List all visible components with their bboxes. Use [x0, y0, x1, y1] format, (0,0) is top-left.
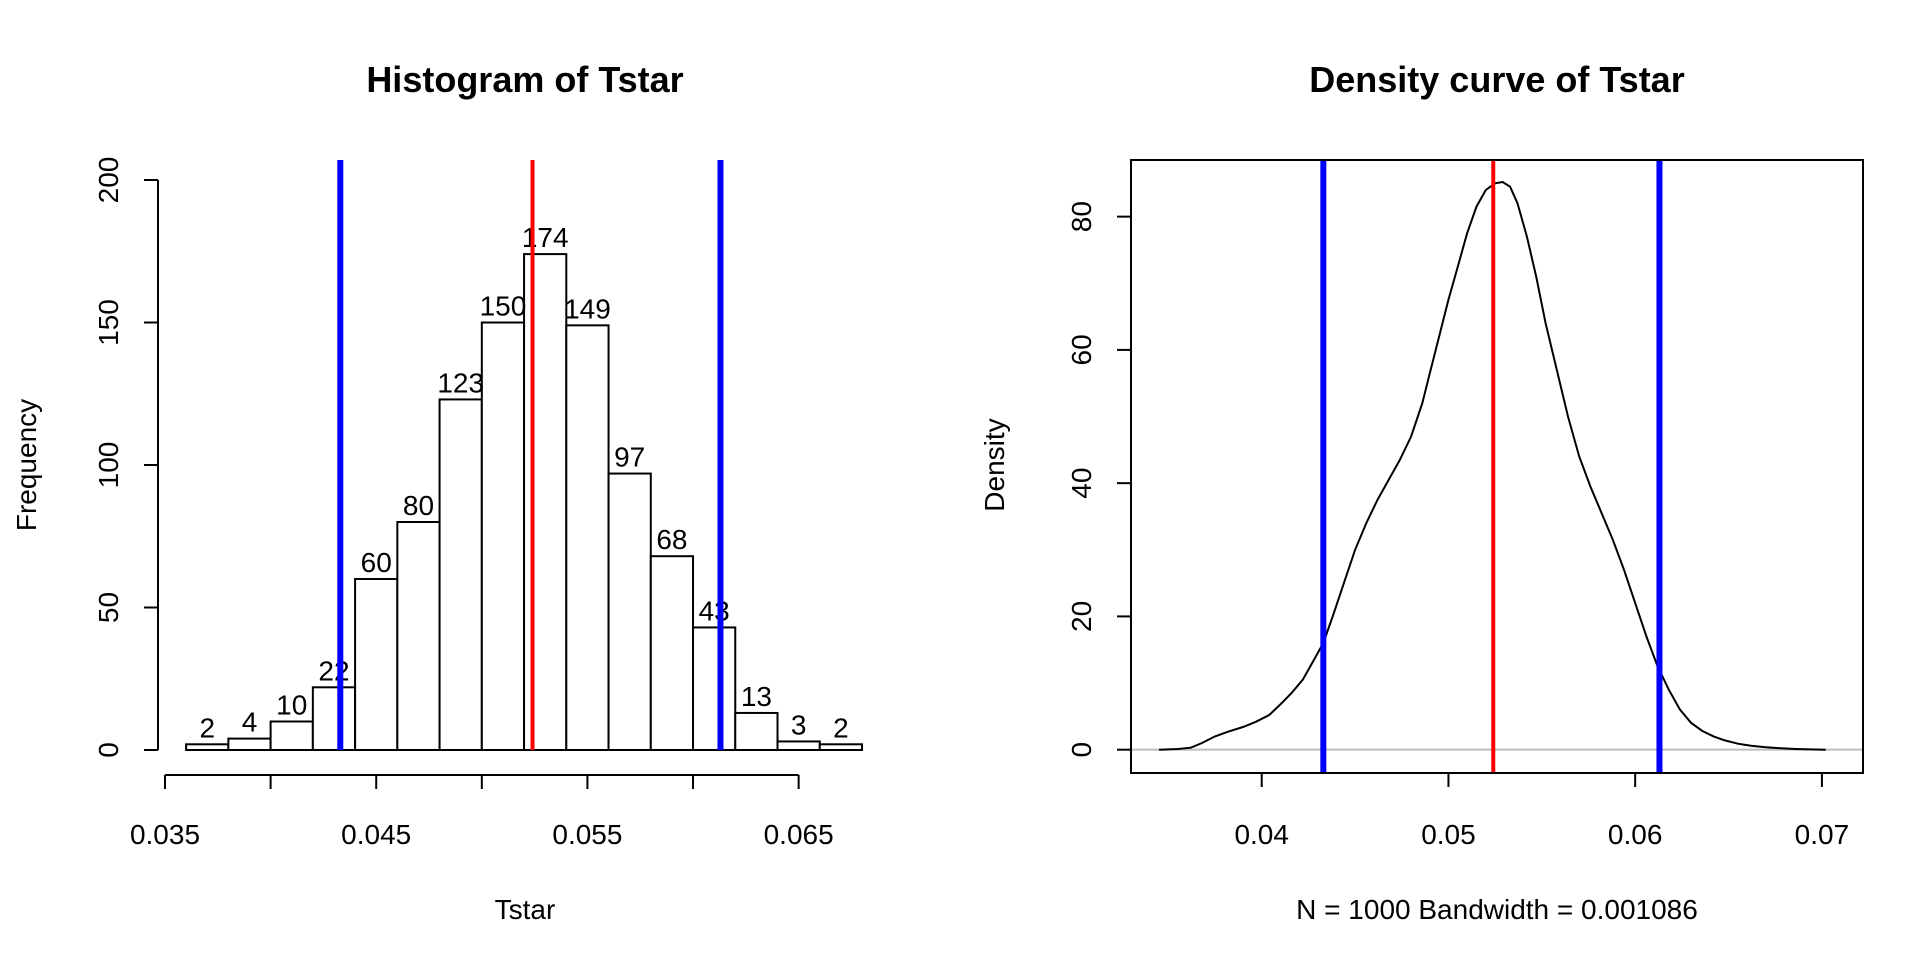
histogram-y-axis-label: Frequency: [11, 399, 42, 531]
histogram-bar: [480, 321, 526, 751]
density-x-tick-label: 0.06: [1608, 819, 1663, 850]
density-plot-frame: [1130, 159, 1864, 774]
histogram-bar: [818, 743, 863, 751]
histogram-reference-lines: [337, 160, 724, 750]
histogram-x-tick-label: 0.065: [764, 819, 834, 850]
histogram-y-tick-label: 200: [93, 157, 124, 204]
density-panel: Density curve of Tstar N = 1000 Bandwidt…: [979, 59, 1864, 925]
histogram-bar-label: 10: [276, 690, 307, 721]
histogram-x-tick-label: 0.055: [552, 819, 622, 850]
histogram-bar-label: 22: [318, 655, 349, 686]
histogram-x-axis-label: Tstar: [495, 894, 556, 925]
histogram-bar-label: 2: [199, 712, 215, 743]
histogram-x-tick-label: 0.035: [130, 819, 200, 850]
histogram-bar-label: 150: [480, 291, 527, 322]
histogram-bar-label: 68: [656, 524, 687, 555]
histogram-bar-label: 43: [699, 595, 730, 626]
histogram-bar: [185, 743, 230, 751]
histogram-y-tick-label: 100: [93, 442, 124, 489]
histogram-bar-label: 97: [614, 442, 645, 473]
density-curve: [1158, 180, 1826, 751]
histogram-y-tick-label: 0: [93, 742, 124, 758]
histogram-x-tick-label: 0.045: [341, 819, 411, 850]
density-x-tick-label: 0.05: [1421, 819, 1476, 850]
density-y-tick-label: 20: [1066, 601, 1097, 632]
density-y-tick-label: 40: [1066, 468, 1097, 499]
density-reference-lines: [1320, 160, 1663, 773]
histogram-bar: [607, 472, 652, 751]
histogram-y-tick-label: 50: [93, 592, 124, 623]
histogram-y-axis: 0 50 100 150 200: [93, 157, 159, 758]
density-title: Density curve of Tstar: [1309, 59, 1684, 100]
histogram-x-axis: 0.035 0.045 0.055 0.065: [130, 774, 834, 850]
histogram-bar: [692, 626, 737, 752]
histogram-bar-label: 149: [564, 293, 611, 324]
histogram-y-tick-label: 150: [93, 299, 124, 346]
histogram-bar: [311, 686, 357, 751]
density-x-tick-label: 0.07: [1795, 819, 1850, 850]
histogram-bar: [776, 740, 821, 752]
density-x-tick-label: 0.04: [1234, 819, 1289, 850]
histogram-bars: [185, 253, 863, 752]
histogram-bar-label: 4: [242, 707, 258, 738]
density-line: [1158, 180, 1826, 751]
histogram-bar: [438, 398, 483, 751]
histogram-title: Histogram of Tstar: [366, 59, 683, 100]
density-x-axis: 0.04 0.05 0.06 0.07: [1234, 773, 1849, 850]
histogram-bar-label: 60: [361, 547, 392, 578]
histogram-bar-label: 2: [833, 712, 849, 743]
histogram-bar: [523, 253, 568, 751]
density-x-axis-label: N = 1000 Bandwidth = 0.001086: [1296, 894, 1698, 925]
histogram-bar: [734, 711, 779, 752]
histogram-bar-label: 123: [437, 367, 484, 398]
density-y-tick-label: 0: [1066, 742, 1097, 758]
density-y-tick-label: 80: [1066, 201, 1097, 232]
histogram-bar: [354, 578, 399, 751]
histogram-panel: Histogram of Tstar Tstar Frequency 2 4102…: [11, 59, 863, 925]
density-y-axis: 0 20 40 60 80: [1066, 201, 1131, 757]
histogram-bar: [269, 720, 314, 751]
histogram-bar-label: 80: [403, 490, 434, 521]
density-y-tick-label: 60: [1066, 334, 1097, 365]
histogram-bar: [227, 737, 272, 751]
density-y-axis-label: Density: [979, 418, 1010, 511]
histogram-bar-label: 13: [741, 681, 772, 712]
histogram-bar: [565, 324, 610, 751]
histogram-bar-label: 174: [522, 222, 569, 253]
histogram-bar: [396, 521, 441, 751]
histogram-bar: [649, 555, 695, 752]
histogram-bar-label: 3: [791, 709, 807, 740]
